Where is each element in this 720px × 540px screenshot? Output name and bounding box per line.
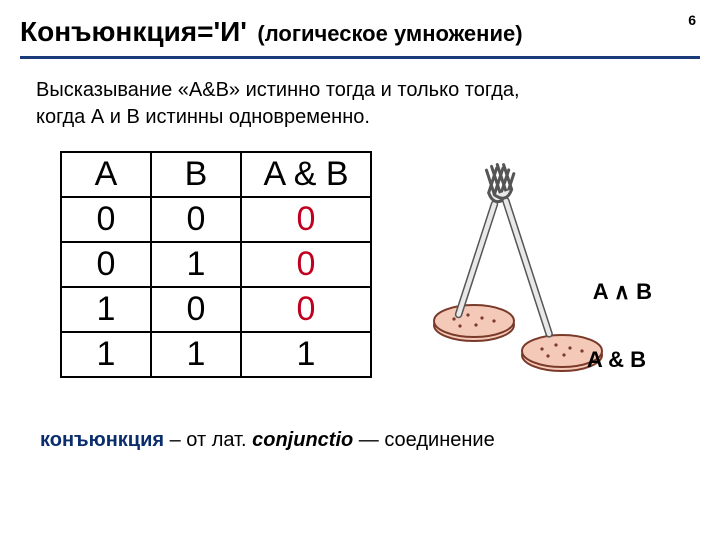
table-row: 0 1 0 (61, 242, 371, 287)
cell-a: 1 (61, 332, 151, 377)
title-sub: (логическое умножение) (257, 21, 522, 46)
description-line1: Высказывание «А&В» истинно тогда и тольк… (36, 79, 520, 101)
footer-latin: conjunctio (252, 429, 353, 451)
cell-a: 0 (61, 197, 151, 242)
table-row: 1 1 1 (61, 332, 371, 377)
footer-mid: – от лат. (164, 429, 252, 451)
description-line2: когда А и В истинны одновременно. (36, 106, 370, 128)
table-row: 0 0 0 (61, 197, 371, 242)
notation-amp: A & B (587, 347, 646, 373)
th-a: A (61, 152, 151, 197)
footer-note: конъюнкция – от лат. conjunctio — соедин… (0, 411, 720, 452)
table-row: 1 0 0 (61, 287, 371, 332)
cell-a: 0 (61, 242, 151, 287)
th-b: B (151, 152, 241, 197)
notation-wedge: A ∧ B (593, 279, 652, 305)
cell-r: 0 (241, 197, 371, 242)
cell-r: 1 (241, 332, 371, 377)
cell-a: 1 (61, 287, 151, 332)
truth-table: A B A & B 0 0 0 0 1 0 1 0 0 1 1 1 (60, 151, 372, 378)
footer-tail: — соединение (353, 429, 495, 451)
th-r: A & B (241, 152, 371, 197)
page-header: Конъюнкция='И' (логическое умножение) (0, 0, 720, 52)
cell-b: 0 (151, 287, 241, 332)
cell-b: 0 (151, 197, 241, 242)
page-number: 6 (688, 12, 696, 28)
cell-b: 1 (151, 332, 241, 377)
footer-keyword: конъюнкция (40, 429, 164, 451)
title-main: Конъюнкция='И' (20, 16, 247, 47)
cell-r: 0 (241, 242, 371, 287)
side-illustration: A ∧ B A & B (390, 151, 692, 411)
cell-b: 1 (151, 242, 241, 287)
cell-r: 0 (241, 287, 371, 332)
description: Высказывание «А&В» истинно тогда и тольк… (0, 77, 720, 131)
content-area: A B A & B 0 0 0 0 1 0 1 0 0 1 1 1 (0, 131, 720, 411)
header-rule (20, 56, 700, 59)
